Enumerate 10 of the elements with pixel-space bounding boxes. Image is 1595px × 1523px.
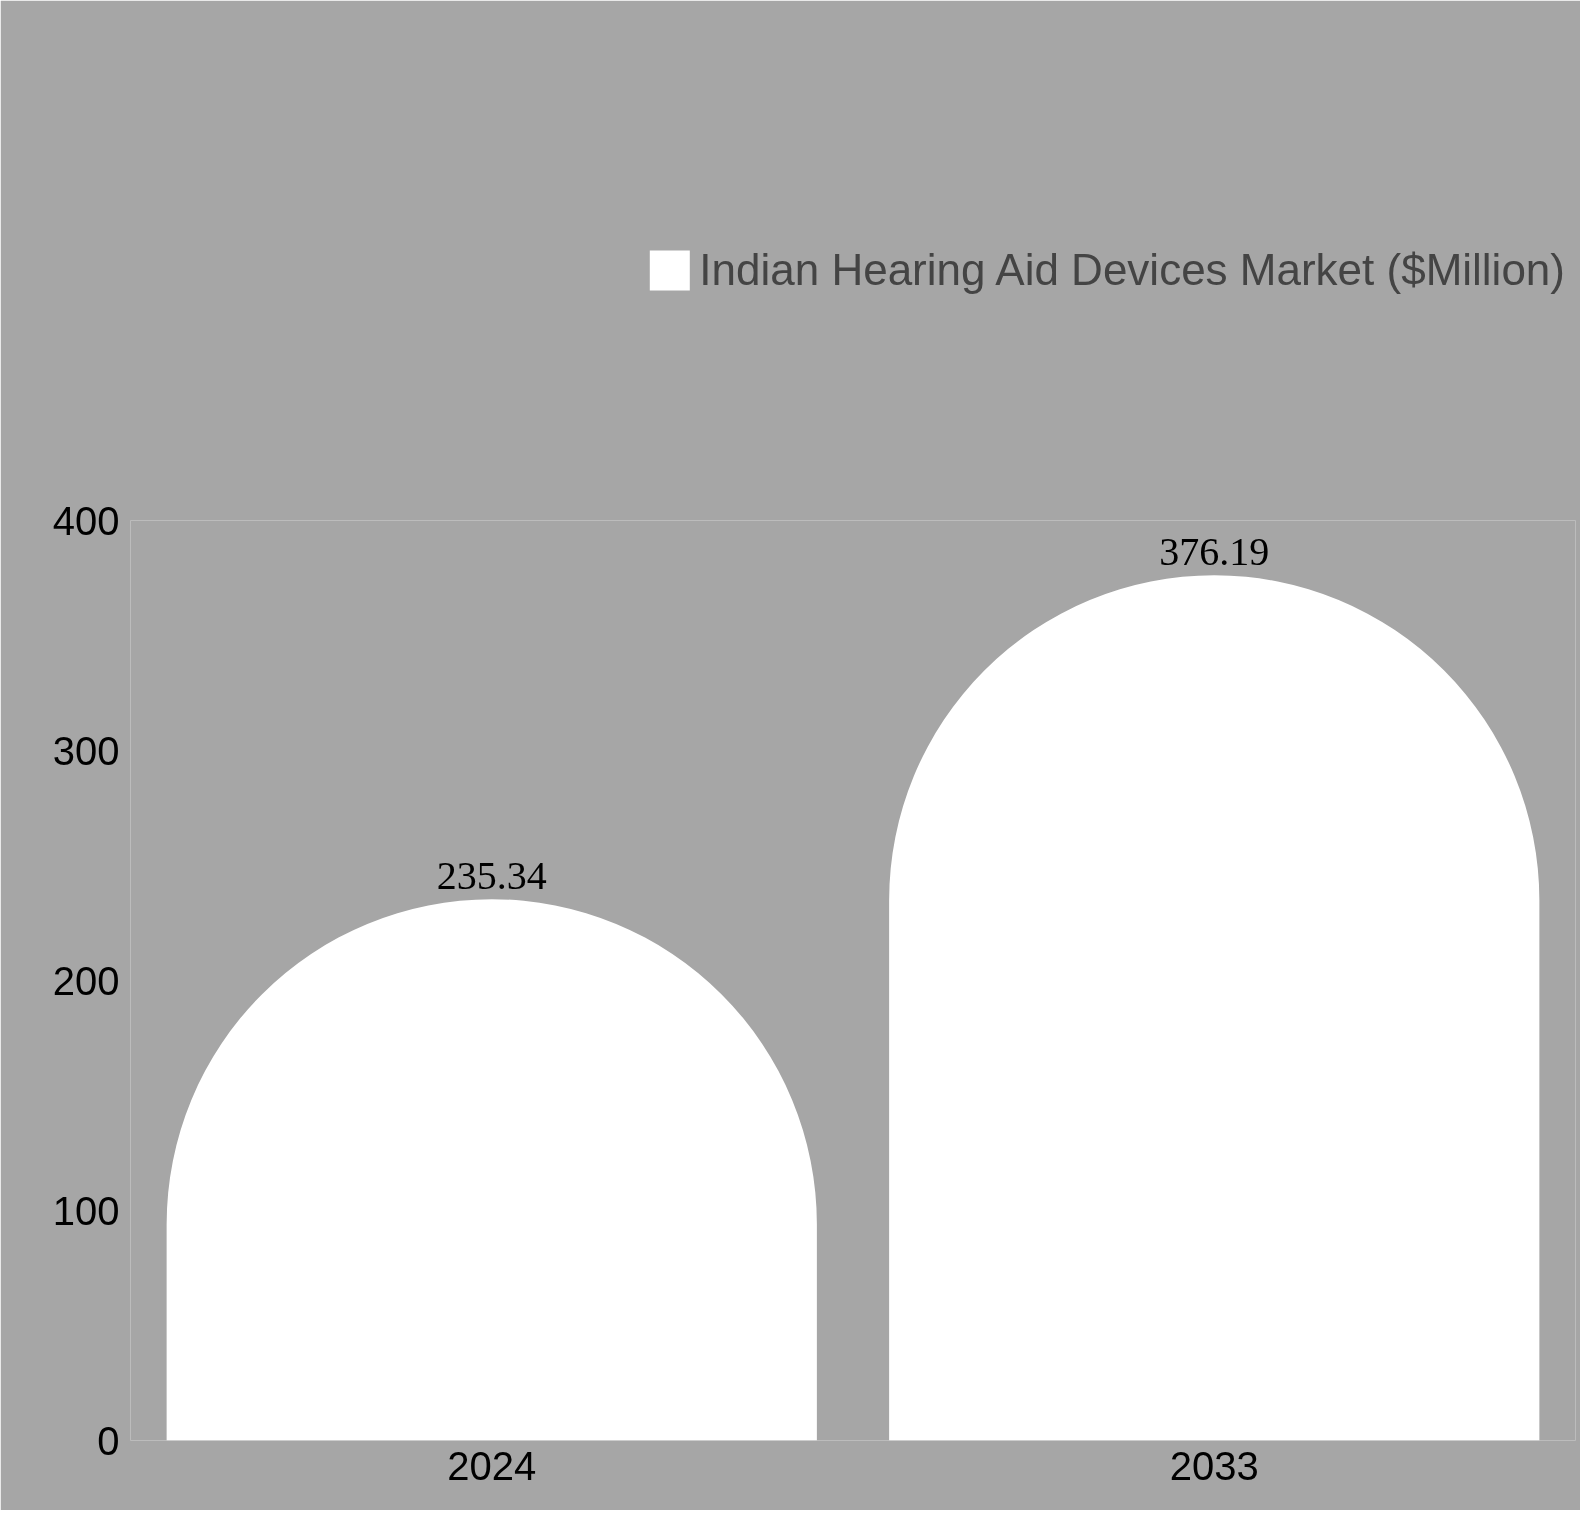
- y-tick-label: 300: [52, 728, 120, 773]
- y-tick-label: 200: [52, 958, 120, 1003]
- y-tick-label: 400: [52, 498, 120, 543]
- y-tick-label: 100: [52, 1188, 120, 1233]
- y-tick-label: 0: [97, 1418, 120, 1463]
- x-tick-label: 2033: [1169, 1443, 1259, 1488]
- data-label: 235.34: [436, 853, 547, 899]
- legend-label: Indian Hearing Aid Devices Market ($Million): [699, 245, 1565, 295]
- data-label: 376.19: [1159, 529, 1270, 575]
- x-tick-label: 2024: [447, 1443, 537, 1488]
